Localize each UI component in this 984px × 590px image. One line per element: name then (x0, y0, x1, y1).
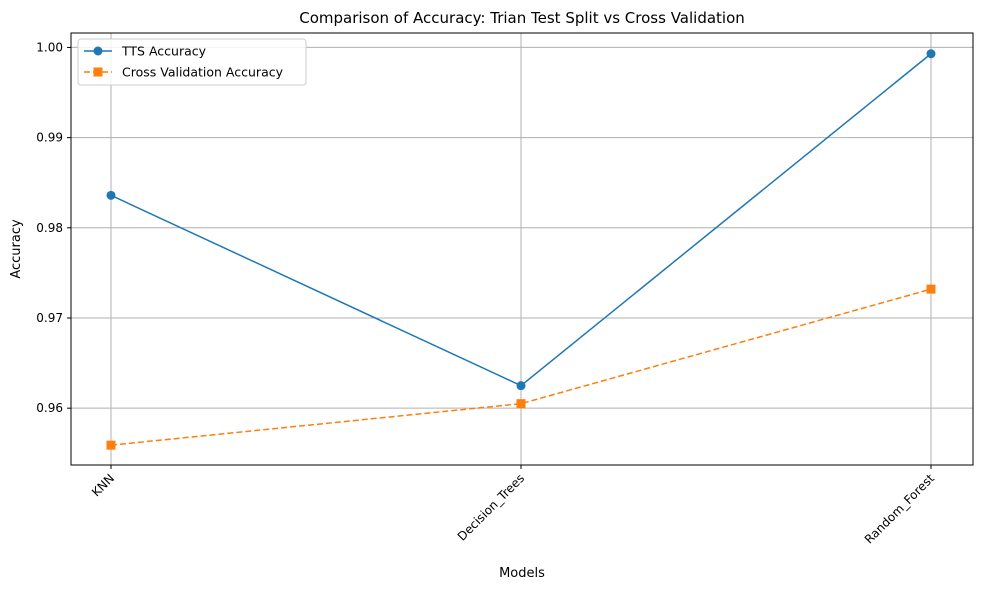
series-1 (106, 49, 936, 391)
legend-label: Cross Validation Accuracy (122, 65, 284, 80)
y-axis-ticks: 0.96 0.97 0.98 0.99 1.00 (36, 40, 71, 415)
data-point (516, 381, 526, 391)
y-tick-label: 1.00 (36, 40, 63, 54)
chart-title: Comparison of Accuracy: Trian Test Split… (299, 9, 745, 27)
x-tick-label: Decision_Trees (455, 471, 527, 543)
data-point (926, 284, 936, 294)
y-axis-label: Accuracy (9, 219, 24, 279)
data-point (516, 399, 526, 409)
x-axis-label: Models (499, 566, 545, 581)
x-tick-label: Random_Forest (862, 471, 938, 547)
legend-marker (93, 67, 103, 77)
legend-marker (93, 46, 103, 56)
data-point (106, 440, 116, 450)
legend-item: Cross Validation Accuracy (84, 65, 284, 80)
x-axis-ticks: KNN Decision_Trees Random_Forest (89, 465, 937, 547)
grid-lines (71, 33, 973, 465)
legend-label: TTS Accuracy (121, 44, 207, 59)
x-tick-label: KNN (89, 471, 117, 499)
plot-frame (70, 32, 974, 466)
data-point (106, 190, 116, 200)
y-tick-label: 0.97 (36, 311, 63, 325)
series-2 (106, 284, 936, 450)
legend-box (77, 38, 307, 86)
series-line (110, 288, 932, 446)
y-tick-label: 0.96 (36, 401, 63, 415)
series-lines (106, 49, 936, 450)
data-point (926, 49, 936, 59)
y-tick-label: 0.98 (36, 221, 63, 235)
plot-area (71, 33, 973, 465)
legend: TTS Accuracy Cross Validation Accuracy (77, 38, 307, 86)
y-tick-label: 0.99 (36, 131, 63, 145)
legend-item: TTS Accuracy (84, 44, 207, 59)
